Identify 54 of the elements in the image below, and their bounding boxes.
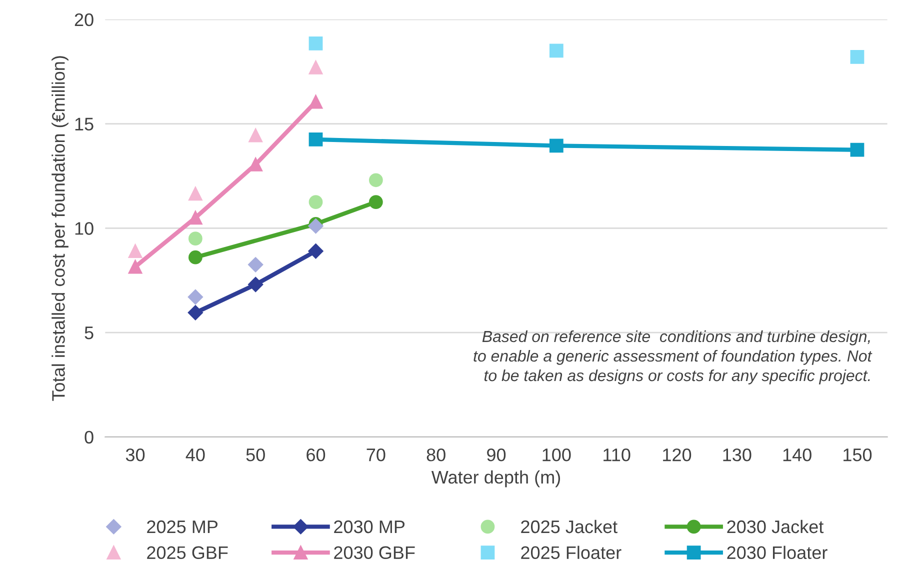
point [188, 210, 202, 225]
point [850, 142, 864, 157]
point [128, 260, 142, 274]
x-tick-label: 80 [426, 448, 446, 462]
x-tick-label: 140 [783, 448, 812, 462]
annotation: Based on reference site conditions and turbine design, to enable a generic assessment of foundation types. Not to be taken as designs or costs for any specific project. [474, 330, 872, 384]
point [308, 132, 323, 146]
x-tick-label: 70 [366, 448, 386, 462]
point [248, 158, 263, 172]
legend-label: 2030 GBF [334, 546, 415, 560]
point [308, 60, 323, 74]
legend-label: 2025 Floater [521, 546, 622, 560]
y-tick-label: 0 [84, 430, 94, 444]
legend-label: 2025 MP [147, 520, 218, 534]
point [308, 244, 324, 259]
y-tick-label: 5 [84, 326, 94, 340]
legend-label: 2030 MP [334, 520, 405, 534]
point [308, 195, 323, 209]
y-tick-label: 20 [74, 13, 94, 26]
point [549, 138, 564, 153]
x-tick-label: 130 [723, 448, 752, 462]
legend-label: 2025 Jacket [521, 520, 618, 534]
point [308, 36, 323, 50]
point [188, 186, 202, 201]
point [308, 94, 323, 109]
y-tick-label: 15 [75, 118, 94, 130]
point [188, 305, 203, 320]
legend-label: 2030 Floater [727, 546, 828, 560]
x-tick-label: 90 [487, 448, 506, 462]
point [549, 44, 564, 58]
point [128, 244, 142, 258]
legend-label: 2025 GBF [147, 546, 228, 560]
y-axis-title: Total installed cost per foundation (€million) [52, 56, 68, 401]
x-tick-label: 110 [604, 448, 630, 462]
y-tick-label: 10 [75, 222, 94, 235]
x-tick-label: 120 [663, 448, 692, 462]
x-tick-label: 100 [542, 448, 571, 462]
point [188, 250, 202, 264]
point [248, 128, 263, 142]
x-tick-label: 40 [186, 448, 205, 462]
point [248, 257, 264, 272]
x-tick-label: 30 [126, 448, 145, 462]
point [308, 218, 324, 234]
x-tick-label: 60 [306, 448, 326, 462]
x-tick-label: 150 [844, 448, 872, 462]
point [188, 232, 202, 246]
x-axis-title: Water depth (m) [431, 470, 560, 488]
point [850, 50, 864, 64]
legend-label: 2030 Jacket [727, 520, 824, 534]
x-tick-label: 50 [246, 448, 265, 462]
point [368, 173, 383, 188]
point [188, 289, 203, 305]
point [248, 276, 264, 292]
point [368, 195, 383, 209]
